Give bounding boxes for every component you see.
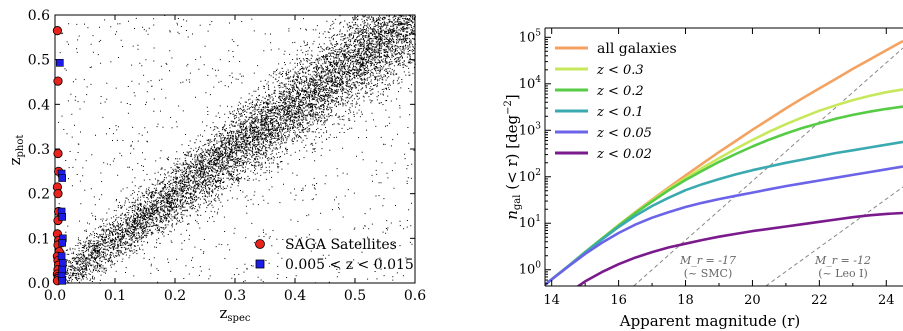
zrange-point bbox=[58, 213, 67, 221]
ref-label-leo-line2: (~ Leo I) bbox=[818, 267, 868, 280]
left-x-tick-label: 0.3 bbox=[224, 288, 246, 304]
legend-label: all galaxies bbox=[597, 41, 677, 57]
right-y-axis-label: ngal (< r) [deg−2] bbox=[503, 94, 523, 220]
left-y-axis-label: zphot bbox=[6, 135, 26, 166]
left-y-tick-label: 0.3 bbox=[28, 142, 50, 158]
left-y-tick-label: 0.2 bbox=[28, 187, 50, 203]
reference-dashed-line bbox=[765, 186, 903, 286]
right-x-tick-label: 16 bbox=[610, 293, 627, 308]
right-y-tick-label: 100 bbox=[519, 261, 542, 278]
ref-annotation-leo: M_r = -12 (~ Leo I) bbox=[814, 254, 871, 280]
legend-label-saga: SAGA Satellites bbox=[285, 237, 397, 253]
zrange-point bbox=[57, 252, 66, 260]
zrange-point bbox=[58, 265, 67, 274]
left-y-tick-label: 0.4 bbox=[28, 97, 50, 113]
left-x-tick-label: 0.1 bbox=[104, 288, 126, 304]
right-y-tick-label: 104 bbox=[519, 75, 542, 92]
ref-label-leo-line1: M_r = -12 bbox=[814, 254, 871, 267]
left-legend: SAGA Satellites 0.005 < z < 0.015 bbox=[255, 237, 414, 273]
legend-label: z < 0.1 bbox=[596, 105, 644, 120]
left-x-tick-label: 0.5 bbox=[344, 288, 366, 304]
background-galaxy-points bbox=[58, 15, 416, 284]
zrange-point bbox=[55, 58, 64, 67]
left-y-tick-label: 0.5 bbox=[28, 53, 50, 69]
right-x-tick-label: 14 bbox=[543, 293, 560, 308]
legend-label: z < 0.3 bbox=[596, 63, 644, 78]
series-line bbox=[576, 211, 903, 286]
saga-satellite-point bbox=[52, 26, 63, 36]
zrange-point bbox=[58, 259, 67, 267]
left-x-tick-label: 0.4 bbox=[284, 288, 306, 304]
right-legend: all galaxies z < 0.3 z < 0.2 z < 0.1 z < 0.0… bbox=[555, 41, 677, 162]
legend-label: z < 0.02 bbox=[596, 147, 652, 162]
left-axis-ticks: 0.0 0.1 0.2 0.3 0.4 0.5 0.6 0.0 0.1 0.2 0.3 0.4 0.5 0… bbox=[28, 8, 426, 304]
legend-label-zrange: 0.005 < z < 0.015 bbox=[285, 257, 414, 273]
legend-marker-saga bbox=[255, 239, 265, 249]
series-line bbox=[545, 140, 903, 286]
right-counts-panel: 14 16 18 20 22 24 100 101 102 103 104 105 Apparent … bbox=[503, 27, 903, 330]
right-x-tick-label: 20 bbox=[744, 293, 761, 308]
series-line bbox=[545, 165, 903, 286]
legend-label: z < 0.05 bbox=[596, 126, 652, 141]
right-x-tick-label: 24 bbox=[878, 293, 895, 308]
zrange-point bbox=[58, 174, 67, 182]
saga-satellite-point bbox=[53, 189, 63, 199]
right-y-tick-label: 102 bbox=[519, 168, 541, 185]
saga-satellite-point bbox=[53, 76, 63, 86]
left-y-tick-label: 0.1 bbox=[28, 231, 50, 247]
left-x-tick-label: 0.6 bbox=[404, 288, 426, 304]
right-y-tick-label: 105 bbox=[519, 28, 542, 45]
left-series-markers bbox=[52, 26, 67, 286]
right-x-tick-label: 22 bbox=[811, 293, 828, 308]
left-x-tick-label: 0.2 bbox=[164, 288, 186, 304]
zrange-point bbox=[58, 239, 67, 247]
left-x-tick-label: 0.0 bbox=[44, 288, 66, 304]
right-x-tick-label: 18 bbox=[677, 293, 694, 308]
left-scatter-panel: 0.0 0.1 0.2 0.3 0.4 0.5 0.6 0.0 0.1 0.2 0.3 0.4 0.5 0… bbox=[6, 8, 426, 324]
right-y-tick-label: 101 bbox=[519, 214, 541, 231]
right-x-axis-label: Apparent magnitude (r) bbox=[619, 312, 801, 330]
legend-marker-zrange bbox=[255, 259, 265, 269]
saga-satellite-point bbox=[53, 148, 63, 159]
ref-annotation-smc: M_r = -17 (~ SMC) bbox=[679, 254, 736, 280]
right-axis-ticks: 14 16 18 20 22 24 100 101 102 103 104 105 bbox=[519, 28, 895, 308]
right-y-tick-label: 103 bbox=[519, 121, 542, 138]
right-series-lines bbox=[545, 39, 903, 286]
left-y-tick-label: 0.6 bbox=[28, 8, 50, 24]
ref-label-smc-line1: M_r = -17 bbox=[679, 254, 736, 267]
zrange-point bbox=[58, 276, 67, 285]
legend-label: z < 0.2 bbox=[596, 84, 644, 99]
left-x-axis-label: zspec bbox=[220, 304, 251, 324]
background-galaxy-cloud bbox=[58, 15, 416, 284]
ref-label-smc-line2: (~ SMC) bbox=[684, 267, 733, 280]
left-y-tick-label: 0.0 bbox=[28, 276, 50, 292]
